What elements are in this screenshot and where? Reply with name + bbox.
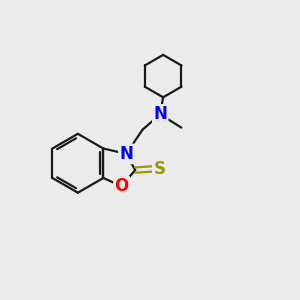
Text: S: S [153,160,165,178]
Text: O: O [115,177,129,195]
Text: N: N [119,145,133,163]
Text: N: N [153,105,167,123]
